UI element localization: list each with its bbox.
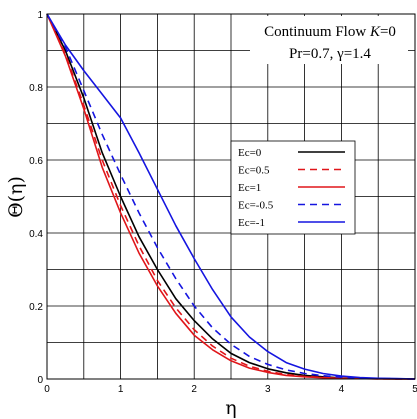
legend-items: Ec=0 Ec=0.5 Ec=1 Ec=-0.5 Ec=-1 [238, 147, 345, 229]
annotation-background [250, 16, 408, 64]
series-line [46, 13, 416, 380]
legend-label: Ec=0 [238, 147, 262, 159]
x-tick-label: 5 [412, 384, 417, 395]
plot-frame [46, 13, 416, 380]
x-axis-label: η [225, 397, 236, 419]
legend-label: Ec=0.5 [238, 165, 270, 177]
x-tick-label: 4 [339, 384, 345, 395]
y-tick-label: 0.6 [29, 156, 43, 167]
annotation-box: Continuum Flow K=0 Pr=0.7, γ=1.4 [250, 16, 408, 64]
annotation-prefix: Continuum Flow [264, 24, 370, 40]
x-tick-label: 3 [265, 384, 271, 395]
tick-labels: 0 1 2 3 4 5 0 0.2 0.4 0.6 0.8 1 [29, 10, 417, 395]
annotation-line1: Continuum Flow K=0 [264, 24, 396, 40]
x-tick-label: 1 [118, 384, 124, 395]
legend: Ec=0 Ec=0.5 Ec=1 Ec=-0.5 Ec=-1 [230, 140, 356, 235]
legend-label: Ec=-1 [238, 217, 265, 229]
annotation-suffix: =0 [380, 24, 396, 40]
legend-label: Ec=-0.5 [238, 200, 274, 212]
y-tick-label: 0.4 [29, 229, 43, 240]
y-tick-label: 0 [37, 375, 43, 386]
y-tick-label: 0.2 [29, 302, 43, 313]
x-tick-label: 0 [44, 384, 50, 395]
y-axis-label: Θ(η) [5, 176, 27, 218]
y-tick-label: 1 [37, 10, 43, 21]
annotation-line2: Pr=0.7, γ=1.4 [289, 46, 371, 62]
annotation-var: K [369, 24, 381, 40]
legend-label: Ec=1 [238, 182, 261, 194]
y-tick-label: 0.8 [29, 83, 43, 94]
x-tick-label: 2 [191, 384, 197, 395]
